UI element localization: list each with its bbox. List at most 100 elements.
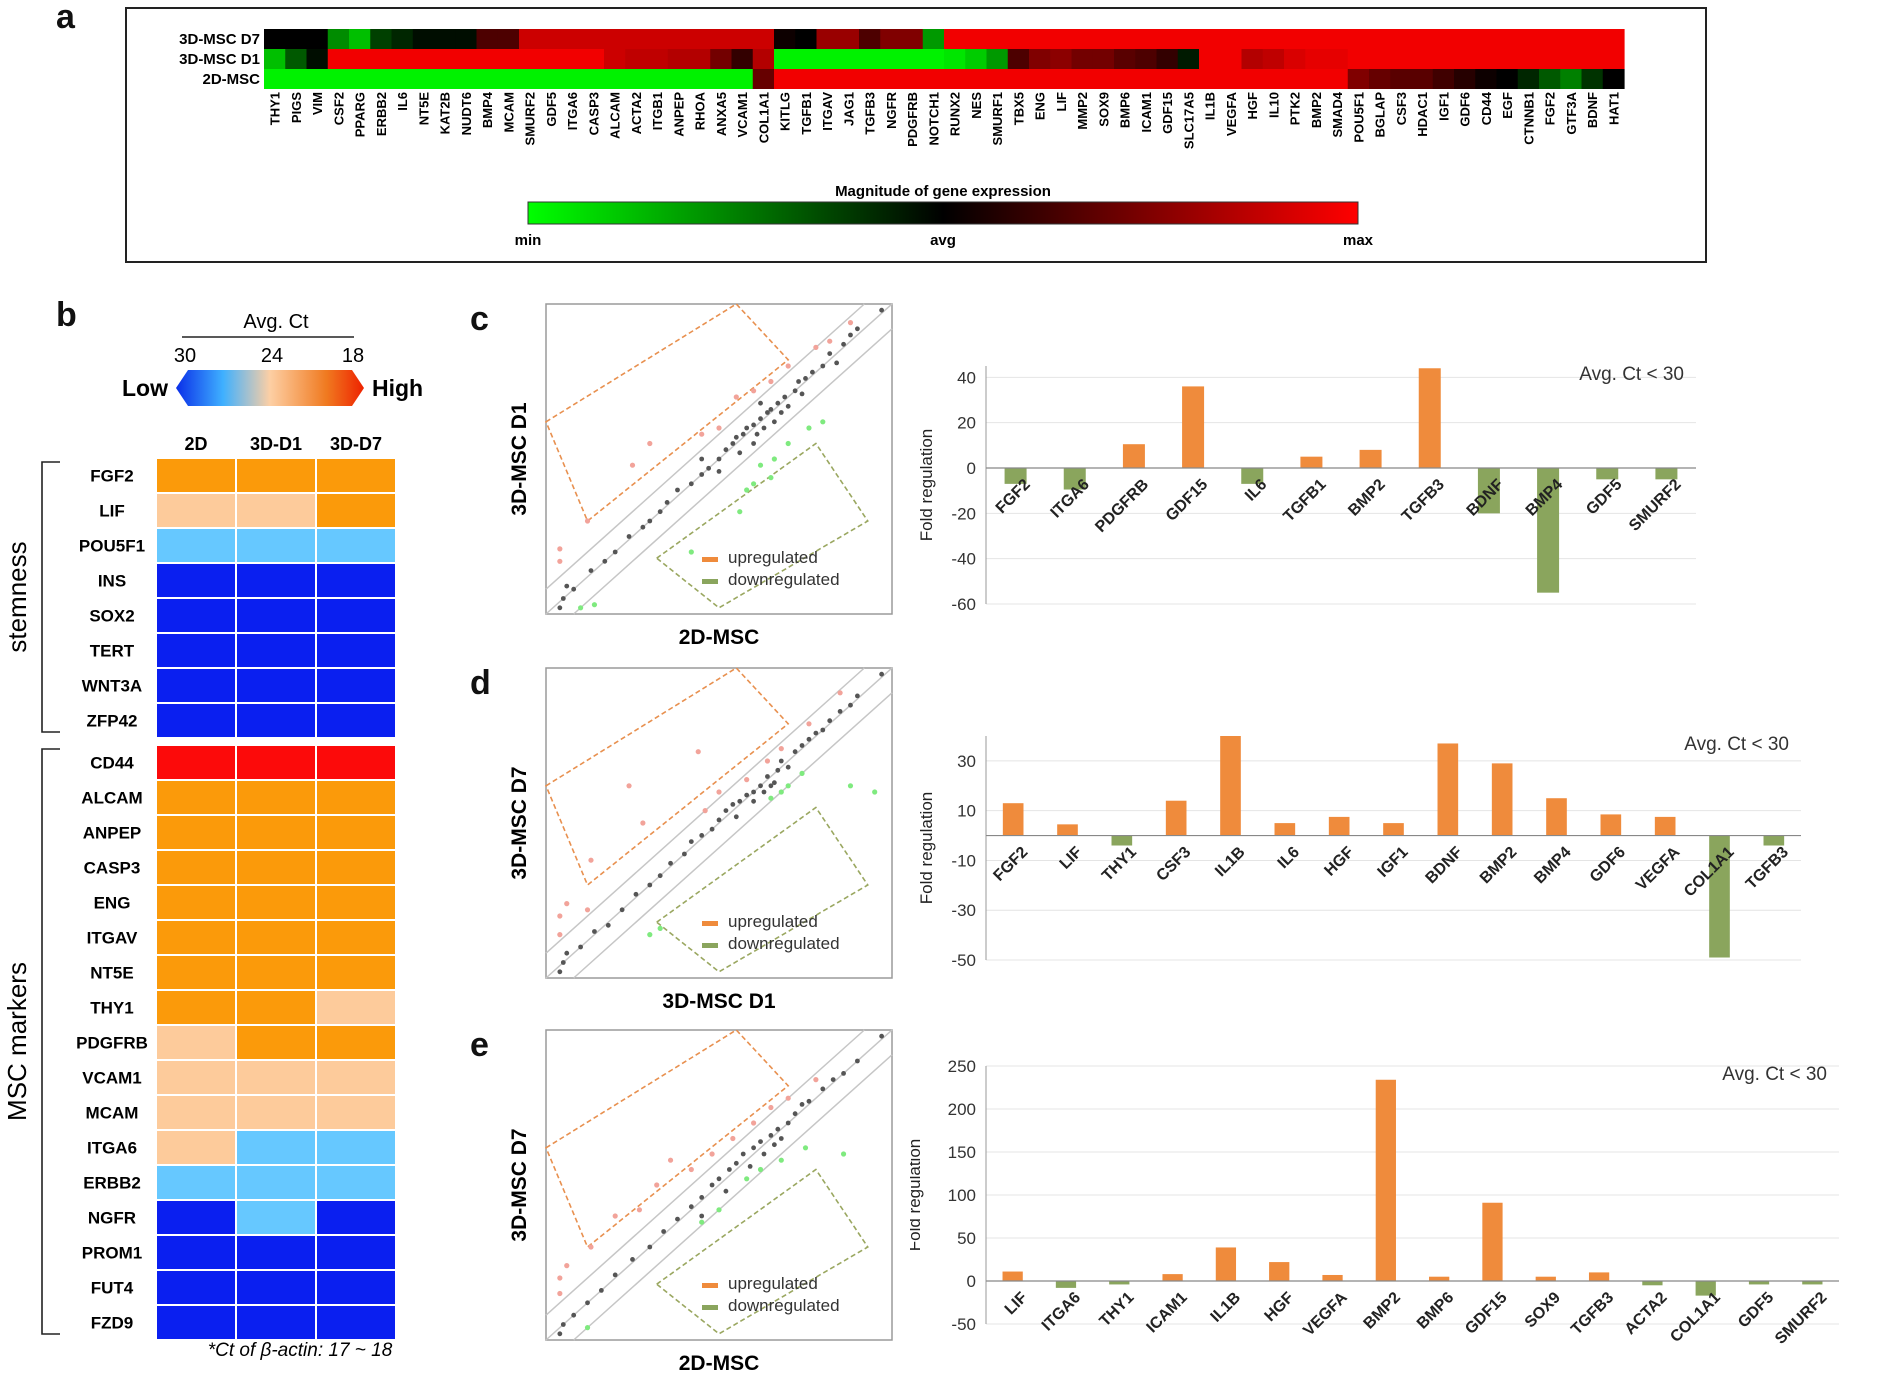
row-label-ngfr: NGFR (88, 1209, 136, 1228)
diagonal-line (573, 328, 893, 615)
category-label-thy1: THY1 (1099, 844, 1140, 885)
cell-3d-msc-d1-icam1 (1135, 49, 1158, 69)
panel-a-row-labels: 3D-MSC D7 3D-MSC D1 2D-MSC (179, 31, 260, 88)
legend-label-downregulated: downregulated (728, 570, 840, 589)
column-label-kitlg: KITLG (778, 92, 793, 131)
cell-2d-msc-gdf15 (1156, 69, 1179, 89)
cell-zfp42-3d-d1 (235, 702, 317, 739)
cell-3d-msc-d1-vegfa (1220, 49, 1243, 69)
cell-3d-msc-d1-slc17a5 (1177, 49, 1200, 69)
scatter-point (768, 407, 774, 412)
category-label-gdf15: GDF15 (1163, 476, 1212, 525)
bar-bdnf (1477, 468, 1500, 514)
cell-3d-msc-d7-pdgfrb (901, 29, 924, 49)
scatter-point (560, 1322, 566, 1327)
scatter-point (761, 789, 767, 795)
cell-alcam-2d (155, 779, 237, 816)
bar-col1a1 (1709, 835, 1730, 958)
cell-alcam-3d-d1 (235, 779, 317, 816)
scatter-point-downregulated (699, 1219, 705, 1225)
cell-3d-msc-d1-anxa5 (710, 49, 733, 69)
scatter-point (730, 441, 736, 446)
column-label-itga6: ITGA6 (565, 92, 580, 130)
scatter-point (716, 817, 722, 823)
cell-wnt3a-3d-d1 (235, 667, 317, 704)
cell-3d-msc-d1-runx2 (944, 49, 966, 69)
scatter-point-upregulated (557, 932, 563, 938)
scatter-x-axis-label: 2D-MSC (679, 626, 760, 649)
scatter-point-upregulated (654, 1182, 660, 1188)
scatter-point (571, 586, 577, 592)
row-label-alcam: ALCAM (81, 789, 142, 808)
cell-3d-msc-d7-smurf1 (986, 29, 1009, 49)
legend-swatch-downregulated (702, 943, 718, 948)
scatter-point (830, 1077, 836, 1082)
cell-2d-msc-vegfa (1220, 69, 1243, 89)
column-label-nt5e: NT5E (416, 92, 431, 126)
column-label-hdac1: HDAC1 (1415, 92, 1430, 137)
column-label-gdf6: GDF6 (1458, 92, 1473, 127)
panel-b-groups: stemness MSC markers (2, 461, 60, 1335)
scatter-point-upregulated (847, 320, 854, 326)
category-label-gdf5: GDF5 (1735, 1289, 1777, 1331)
cell-zfp42-2d (155, 702, 237, 739)
scatter-point (716, 1176, 722, 1182)
cell-2d-msc-bmp2 (1305, 69, 1328, 89)
bar-bmp4 (1537, 468, 1560, 593)
category-label-smurf2: SMURF2 (1626, 476, 1685, 535)
cell-lif-3d-d1 (235, 492, 317, 529)
panel-e-scatter: upregulated downregulated 2D-MSC 3D-MSC D7 (508, 1028, 893, 1375)
cell-wnt3a-2d (155, 667, 237, 704)
cell-3d-msc-d1-tgfb3 (859, 49, 881, 69)
cell-3d-msc-d7-hdac1 (1411, 29, 1434, 49)
column-label-mcam: MCAM (501, 92, 516, 132)
scatter-point (792, 388, 798, 394)
category-label-bmp4: BMP4 (1531, 844, 1575, 888)
cell-2d-msc-il6 (391, 69, 414, 89)
cell-3d-msc-d7-vegfa (1220, 29, 1243, 49)
cell-3d-msc-d1-anpep (667, 49, 690, 69)
cell-mcam-3d-d7 (315, 1094, 397, 1131)
scatter-point (560, 596, 566, 601)
row-label-cd44: CD44 (90, 754, 134, 773)
scatter-point (726, 1167, 732, 1172)
scatter-point (744, 792, 750, 798)
cell-3d-msc-d7-bmp2 (1305, 29, 1328, 49)
cell-3d-msc-d1-itgav (816, 49, 839, 69)
column-label-igf1: IGF1 (1436, 92, 1451, 121)
upregulated-region-box (544, 666, 790, 887)
scatter-point (855, 326, 860, 332)
scatter-point-upregulated (695, 749, 701, 755)
panel-b-legend-low: Low (122, 375, 168, 401)
scatter-point-downregulated (751, 481, 757, 487)
cell-3d-msc-d1-il1b (1199, 49, 1221, 69)
scatter-point (647, 1244, 653, 1250)
scatter-point (758, 416, 763, 422)
column-label-ngfr: NGFR (884, 91, 899, 128)
column-label-hat1: HAT1 (1606, 92, 1621, 125)
scatter-x-axis-label: 2D-MSC (679, 1352, 760, 1375)
cell-3d-msc-d1-smurf1 (986, 49, 1009, 69)
scatter-point (820, 1086, 826, 1092)
scatter-point (716, 456, 722, 462)
scatter-point (751, 798, 756, 804)
cell-2d-msc-egf (1496, 69, 1519, 89)
bar-il1b (1220, 736, 1241, 836)
panel-label-b: b (56, 296, 77, 334)
cell-3d-msc-d1-alcam (604, 49, 626, 69)
cell-2d-msc-acta2 (625, 69, 648, 89)
category-label-fgf2: FGF2 (990, 844, 1031, 885)
scatter-point (664, 500, 670, 505)
diagonal-line (573, 1054, 893, 1341)
category-label-tgfb1: TGFB1 (1280, 476, 1329, 525)
category-label-pdgfrb: PDGFRB (1092, 476, 1152, 536)
cell-3d-msc-d7-tgfb1 (795, 29, 818, 49)
scatter-point (585, 1300, 590, 1306)
column-label-bmp2: BMP2 (1309, 92, 1324, 128)
panel-b-cells (155, 457, 397, 1341)
scatter-point-upregulated (564, 901, 570, 907)
category-label-col1a1: COL1A1 (1667, 1289, 1724, 1346)
column-label-3d-d1: 3D-D1 (250, 434, 302, 454)
cell-2d-msc-cd44 (1475, 69, 1498, 89)
